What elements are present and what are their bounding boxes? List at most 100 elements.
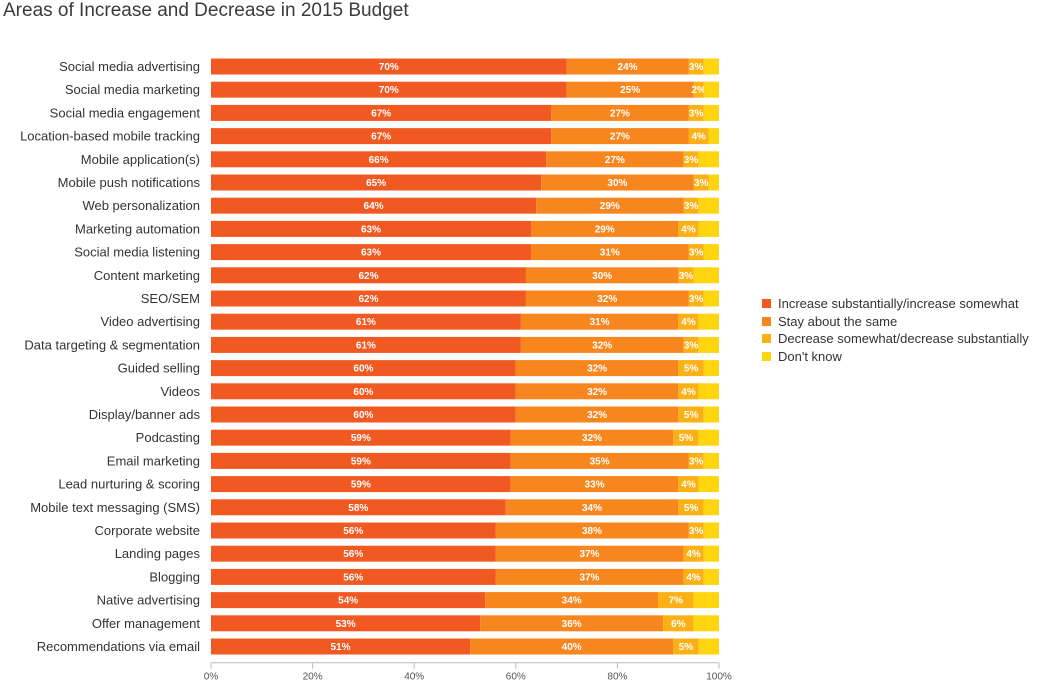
bar-segment xyxy=(211,313,521,330)
category-labels-layer: Social media advertising Social media mar… xyxy=(20,59,200,654)
legend-label: Stay about the same xyxy=(778,313,898,329)
data-label: 5% xyxy=(679,642,694,653)
data-label: 58% xyxy=(348,503,368,514)
category-label: Offer management xyxy=(92,616,201,631)
bar-segment xyxy=(693,174,709,191)
bar-segment xyxy=(495,522,689,539)
data-label: 5% xyxy=(679,433,694,444)
bar-segment xyxy=(505,499,679,516)
legend-swatch xyxy=(762,316,771,326)
data-label: 37% xyxy=(579,549,599,560)
bars-layer: 70% 24% 3% 70% 25% 2% 67% 27% 3% 67% 27% 4% 66% 27% 3%… xyxy=(211,58,719,655)
bar-segment xyxy=(211,197,537,214)
data-label: 65% xyxy=(366,178,386,189)
data-label: 4% xyxy=(681,387,696,398)
data-label: 67% xyxy=(371,132,391,143)
x-axis: 0% 20% 40% 60% 80% 100% xyxy=(204,662,732,683)
category-label: Social media engagement xyxy=(50,105,201,120)
data-label: 3% xyxy=(689,108,704,119)
bar-segment xyxy=(211,104,552,121)
data-label: 3% xyxy=(684,155,699,166)
data-label: 3% xyxy=(684,340,699,351)
data-label: 38% xyxy=(582,526,602,537)
data-label: 5% xyxy=(684,503,699,514)
data-label: 53% xyxy=(336,619,356,630)
bar-segment xyxy=(683,336,699,353)
data-label: 59% xyxy=(351,480,371,491)
bar-segment xyxy=(515,360,679,377)
bar-segment xyxy=(515,383,679,400)
data-label: 4% xyxy=(681,224,696,235)
category-label: Native advertising xyxy=(97,593,200,608)
data-label: 27% xyxy=(605,155,625,166)
bar-segment xyxy=(703,452,719,469)
data-label: 7% xyxy=(669,596,684,607)
data-label: 60% xyxy=(353,387,373,398)
data-label: 32% xyxy=(582,433,602,444)
data-label: 3% xyxy=(689,456,704,467)
category-label: Landing pages xyxy=(115,546,201,561)
bar-segment xyxy=(211,81,567,98)
bar-segment xyxy=(688,290,704,307)
bar-segment xyxy=(211,429,511,446)
data-label: 36% xyxy=(562,619,582,630)
bar-segment xyxy=(678,267,694,284)
data-label: 34% xyxy=(562,596,582,607)
bar-segment xyxy=(693,81,704,98)
bar-segment xyxy=(211,290,526,307)
x-tick-label: 80% xyxy=(607,672,627,683)
data-label: 3% xyxy=(679,271,694,282)
bar-segment xyxy=(566,81,694,98)
data-label: 40% xyxy=(562,642,582,653)
bar-segment xyxy=(693,592,719,609)
bar-segment xyxy=(703,290,719,307)
data-label: 3% xyxy=(689,62,704,73)
legend-swatch xyxy=(762,351,771,361)
bar-segment xyxy=(673,638,699,655)
data-label: 63% xyxy=(361,224,381,235)
category-label: Blogging xyxy=(149,569,200,584)
data-label: 3% xyxy=(689,248,704,259)
category-label: Mobile text messaging (SMS) xyxy=(30,500,200,515)
bar-segment xyxy=(211,476,511,493)
bar-segment xyxy=(683,151,699,168)
category-label: Mobile application(s) xyxy=(81,152,200,167)
bar-segment xyxy=(678,313,699,330)
bar-segment xyxy=(515,406,679,423)
data-label: 56% xyxy=(343,549,363,560)
data-label: 32% xyxy=(587,364,607,375)
bar-segment xyxy=(211,267,526,284)
bar-segment xyxy=(688,244,704,261)
category-label: Video advertising xyxy=(101,314,201,329)
data-label: 3% xyxy=(684,201,699,212)
category-label: Location-based mobile tracking xyxy=(20,129,200,144)
bar-segment xyxy=(703,104,719,121)
category-label: Videos xyxy=(160,384,200,399)
bar-segment xyxy=(693,615,719,632)
bar-segment xyxy=(520,313,679,330)
chart-title: Areas of Increase and Decrease in 2015 B… xyxy=(3,0,409,21)
data-label: 27% xyxy=(610,132,630,143)
bar-segment xyxy=(211,128,552,145)
bar-segment xyxy=(525,290,689,307)
bar-segment xyxy=(663,615,694,632)
bar-segment xyxy=(211,592,486,609)
bar-segment xyxy=(211,58,567,75)
category-label: Email marketing xyxy=(107,453,200,468)
bar-segment xyxy=(211,151,547,168)
bar-segment xyxy=(211,383,516,400)
data-label: 56% xyxy=(343,526,363,537)
bar-segment xyxy=(708,128,719,145)
bar-segment xyxy=(658,592,694,609)
data-label: 4% xyxy=(686,549,701,560)
data-label: 4% xyxy=(681,317,696,328)
x-tick-label: 20% xyxy=(303,672,323,683)
bar-segment xyxy=(211,615,481,632)
bar-segment xyxy=(703,58,719,75)
bar-segment xyxy=(688,522,704,539)
legend-label: Decrease somewhat/decrease substantially xyxy=(778,331,1029,347)
data-label: 24% xyxy=(618,62,638,73)
data-label: 27% xyxy=(610,108,630,119)
bar-segment xyxy=(698,151,719,168)
data-label: 61% xyxy=(356,317,376,328)
